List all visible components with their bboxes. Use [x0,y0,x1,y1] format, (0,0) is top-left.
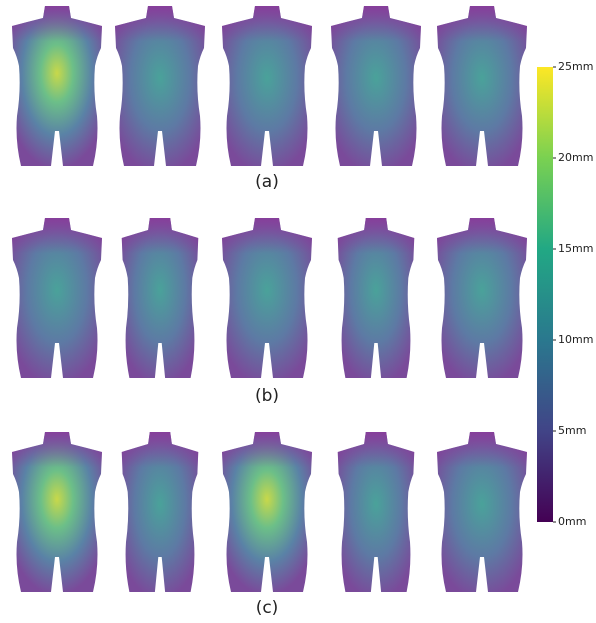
torso-shade [222,218,312,378]
torso-shade [12,6,102,166]
torso-shade [437,6,527,166]
colorbar [537,67,553,522]
torso-shade [338,432,415,592]
tick-label: 0mm [558,515,586,528]
tick-label: 25mm [558,60,593,73]
tick-label: 5mm [558,424,586,437]
tick-label: 15mm [558,242,593,255]
torso-shade [12,218,102,378]
torso-renderings [12,6,527,592]
panel-label: (c) [256,598,279,618]
torso-shade [122,218,199,378]
torso-shade [437,432,527,592]
torso-shade [122,432,199,592]
panel-label: (b) [255,386,279,406]
torso-shade [437,218,527,378]
torso-shade [338,218,415,378]
torso-shade [222,432,312,592]
tick-label: 10mm [558,333,593,346]
figure: (a) (b) (c) 0mm 5mm 10mm 15mm 20mm 25mm [0,0,596,619]
torso-shade [331,6,421,166]
colorbar-ticks: 0mm 5mm 10mm 15mm 20mm 25mm [553,60,593,528]
tick-label: 20mm [558,151,593,164]
torso-shade [115,6,205,166]
torso-shade [12,432,102,592]
torso-shade [222,6,312,166]
panel-label: (a) [255,172,279,192]
